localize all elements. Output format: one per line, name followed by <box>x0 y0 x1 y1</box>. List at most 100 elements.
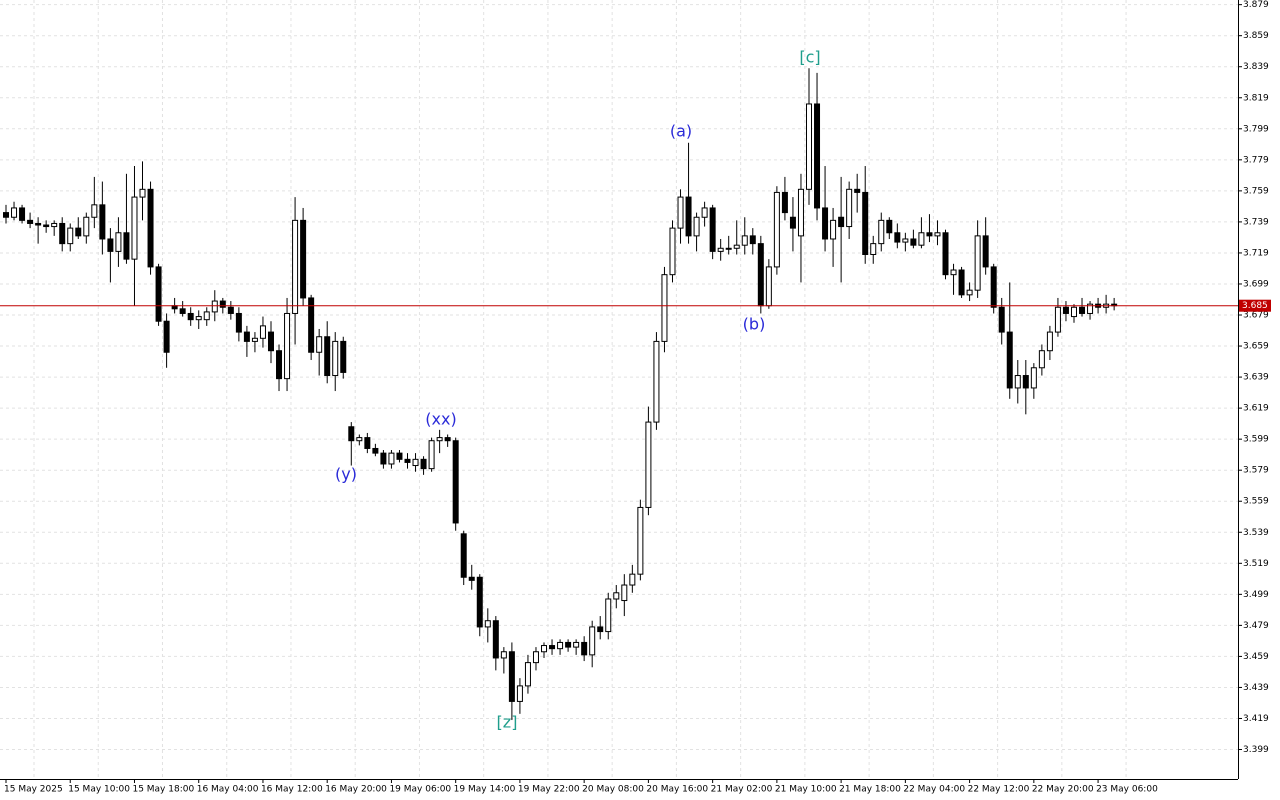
candle-body <box>316 336 323 353</box>
candle <box>364 432 371 454</box>
candle-body <box>476 576 483 628</box>
candle-body <box>75 227 82 237</box>
candle <box>476 574 483 637</box>
candle <box>846 181 853 239</box>
candle <box>83 212 90 244</box>
candle-body <box>235 312 242 333</box>
candle-body <box>653 340 660 423</box>
candle-body <box>300 219 307 299</box>
wave-label: (b) <box>743 315 766 334</box>
candle-body <box>452 440 459 524</box>
candle-body <box>195 316 202 321</box>
candle <box>797 173 804 283</box>
candle-body <box>645 421 652 508</box>
candle <box>806 68 812 205</box>
candle <box>163 313 170 368</box>
candle <box>886 217 893 239</box>
candle <box>926 214 933 243</box>
candle <box>380 450 387 469</box>
candle <box>573 639 580 655</box>
candle <box>179 301 186 317</box>
y-tick-label: 3.739 <box>1243 217 1269 227</box>
candle <box>452 437 459 531</box>
candle-body <box>789 216 796 229</box>
candle <box>1030 363 1037 399</box>
candle-body <box>139 188 146 198</box>
candle-body <box>524 662 531 687</box>
y-tick-label: 3.499 <box>1243 590 1269 600</box>
candle-body <box>227 306 234 314</box>
candle <box>500 647 507 674</box>
x-tick-label: 15 May 10:00 <box>68 785 130 795</box>
candle <box>749 228 756 255</box>
candle-body <box>436 437 443 442</box>
candle-body <box>211 300 218 313</box>
candle <box>966 282 973 302</box>
candle-body <box>677 196 684 229</box>
candle <box>436 429 443 454</box>
candle-body <box>187 312 194 321</box>
candle-body <box>557 641 564 650</box>
y-tick-label: 3.839 <box>1243 62 1269 72</box>
candle <box>11 201 18 221</box>
candle <box>757 235 764 314</box>
candle-body <box>998 306 1005 333</box>
x-tick-label: 19 May 06:00 <box>389 785 451 795</box>
candle <box>251 332 258 353</box>
x-tick-label: 19 May 22:00 <box>518 785 580 795</box>
candle <box>581 636 588 662</box>
candle <box>3 204 9 224</box>
y-tick-label: 3.879 <box>1243 0 1269 10</box>
candle-body <box>1087 303 1094 314</box>
candle <box>677 189 684 244</box>
y-tick-label: 3.639 <box>1243 373 1269 383</box>
candle <box>267 321 274 364</box>
candle <box>765 259 772 309</box>
candle-body <box>878 219 885 245</box>
candle <box>789 197 796 252</box>
candle-body <box>484 620 491 628</box>
candle <box>27 212 34 229</box>
y-tick-label: 3.779 <box>1243 155 1269 165</box>
candle <box>420 456 427 475</box>
y-tick-label: 3.699 <box>1243 279 1269 289</box>
candle-body <box>838 216 845 228</box>
candle-body <box>685 196 692 237</box>
candle-body <box>725 247 732 250</box>
candle <box>468 564 475 590</box>
candle-body <box>532 651 539 664</box>
candle <box>51 220 58 236</box>
candle <box>316 328 323 376</box>
candle-body <box>990 266 997 308</box>
candle <box>990 263 997 314</box>
candle-body <box>886 219 893 234</box>
candle <box>733 220 740 255</box>
candle <box>292 197 299 345</box>
candle <box>685 142 692 244</box>
candle <box>717 238 724 261</box>
y-tick-label: 3.619 <box>1243 404 1269 414</box>
candle-body <box>1070 306 1077 318</box>
candle-body <box>83 216 90 237</box>
candle-body <box>276 350 283 380</box>
y-tick-label: 3.719 <box>1243 248 1269 258</box>
candle-body <box>565 641 572 648</box>
candle-body <box>797 188 804 237</box>
x-tick-label: 16 May 12:00 <box>261 785 323 795</box>
candle-body <box>1014 375 1021 389</box>
candle <box>781 176 788 221</box>
candle-body <box>11 207 18 218</box>
candle-body <box>862 191 869 255</box>
candle-body <box>284 312 291 380</box>
candle <box>516 678 523 714</box>
candle <box>155 263 162 326</box>
candle-body <box>733 244 740 249</box>
candle <box>43 220 50 233</box>
candle <box>532 647 539 671</box>
candle <box>123 173 130 264</box>
candle-body <box>91 204 98 218</box>
candle <box>195 310 202 329</box>
candle-body <box>661 274 668 342</box>
